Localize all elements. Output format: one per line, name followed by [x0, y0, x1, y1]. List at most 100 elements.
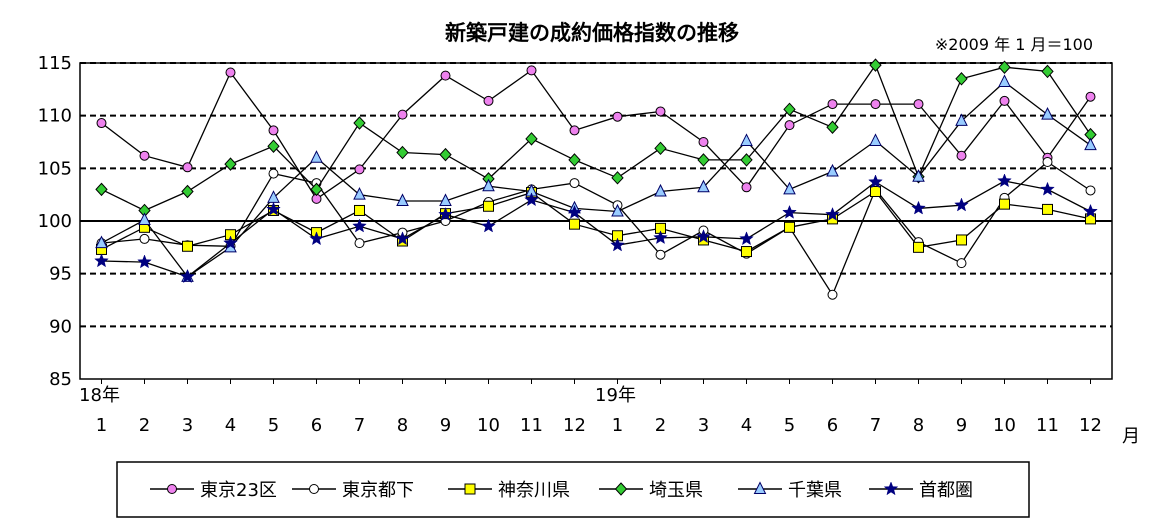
data-point: [740, 153, 753, 167]
legend-label: 東京23区: [200, 480, 277, 501]
data-point: [481, 218, 496, 233]
x-tick-label: 5: [784, 415, 795, 436]
data-point: [395, 231, 410, 246]
x-tick-label: 5: [268, 415, 279, 436]
data-point: [353, 187, 366, 200]
data-point: [740, 133, 753, 146]
x-tick-label: 1: [96, 415, 107, 436]
data-point: [266, 201, 281, 216]
data-point: [310, 182, 323, 197]
series-group: [94, 58, 1098, 300]
data-point: [654, 141, 667, 156]
data-point: [225, 67, 236, 78]
data-point: [1042, 157, 1053, 168]
data-point: [825, 207, 840, 221]
data-point: [224, 157, 237, 171]
data-point: [868, 174, 883, 189]
data-point: [483, 200, 494, 212]
data-point: [352, 218, 367, 233]
data-point: [1041, 64, 1054, 79]
data-point: [182, 240, 193, 252]
data-point: [396, 145, 409, 160]
data-point: [438, 207, 453, 221]
x-tick-label: 3: [182, 415, 193, 436]
series-line: [101, 81, 1091, 278]
data-point: [1085, 185, 1096, 196]
data-point: [611, 203, 624, 217]
legend-item-3: 神奈川県: [448, 480, 570, 501]
data-point: [1084, 137, 1097, 151]
data-point: [998, 74, 1011, 87]
data-point: [354, 164, 365, 175]
data-point: [310, 150, 323, 163]
data-point: [870, 186, 881, 198]
x-tick-label: 2: [139, 415, 150, 436]
legend-label: 首都圏: [919, 480, 973, 501]
data-point: [826, 163, 839, 177]
data-point: [1083, 203, 1098, 218]
chart-title: 新築戸建の成約価格指数の推移: [445, 21, 739, 45]
data-point: [1040, 181, 1055, 196]
data-point: [913, 99, 924, 110]
data-point: [223, 235, 238, 250]
data-point: [611, 171, 624, 185]
x-tick-label: 10: [993, 415, 1016, 436]
data-point: [567, 204, 582, 219]
data-point: [524, 192, 539, 207]
data-point: [439, 147, 452, 162]
y-tick-label: 90: [49, 316, 72, 337]
data-point: [569, 178, 580, 189]
data-point: [782, 204, 797, 219]
legend-marker: [464, 483, 476, 495]
data-point: [956, 150, 967, 161]
data-point: [525, 132, 538, 146]
data-point: [653, 230, 668, 245]
x-tick-label: 7: [870, 415, 881, 436]
data-point: [139, 150, 150, 161]
base-note: ※2009 年 1 月＝100: [935, 35, 1093, 54]
data-point: [610, 237, 625, 252]
plot-frame: [79, 62, 1113, 380]
legend-item-5: 千葉県: [738, 480, 842, 501]
data-point: [698, 137, 709, 147]
data-point: [137, 254, 152, 269]
data-point: [783, 102, 796, 117]
data-point: [955, 72, 968, 86]
data-point: [696, 229, 711, 244]
data-point: [999, 198, 1010, 210]
x-tick-label: 9: [956, 415, 967, 436]
series-line: [101, 63, 1092, 212]
legend-label: 埼玉県: [649, 480, 703, 501]
data-point: [741, 182, 752, 193]
data-point: [268, 125, 279, 136]
data-point: [96, 118, 107, 129]
y-tick-label: 100: [38, 211, 72, 232]
legend: 東京23区 東京都下 神奈川県 埼玉県 千葉県 首都圏: [116, 461, 1030, 518]
data-point: [654, 183, 667, 197]
x-tick-label: 4: [741, 415, 752, 436]
data-point: [95, 182, 108, 197]
data-point: [354, 204, 365, 216]
legend-marker: [753, 481, 767, 494]
data-point: [911, 200, 926, 215]
y-tick-label: 115: [38, 53, 72, 74]
data-point: [827, 99, 838, 110]
series-4: [95, 58, 1097, 218]
y-tick-label: 85: [49, 369, 72, 390]
data-point: [569, 218, 580, 230]
data-point: [913, 241, 924, 253]
data-point: [697, 179, 710, 193]
legend-marker: [883, 481, 899, 496]
data-point: [954, 197, 969, 212]
legend-marker: [167, 484, 177, 494]
data-point: [482, 178, 495, 192]
data-point: [439, 193, 452, 206]
data-point: [267, 139, 280, 153]
data-point: [138, 212, 151, 225]
series-line: [101, 69, 1092, 200]
data-point: [783, 181, 796, 195]
y-tick-label: 95: [49, 264, 72, 285]
y-tick-label: 105: [38, 158, 72, 179]
data-point: [870, 99, 881, 110]
